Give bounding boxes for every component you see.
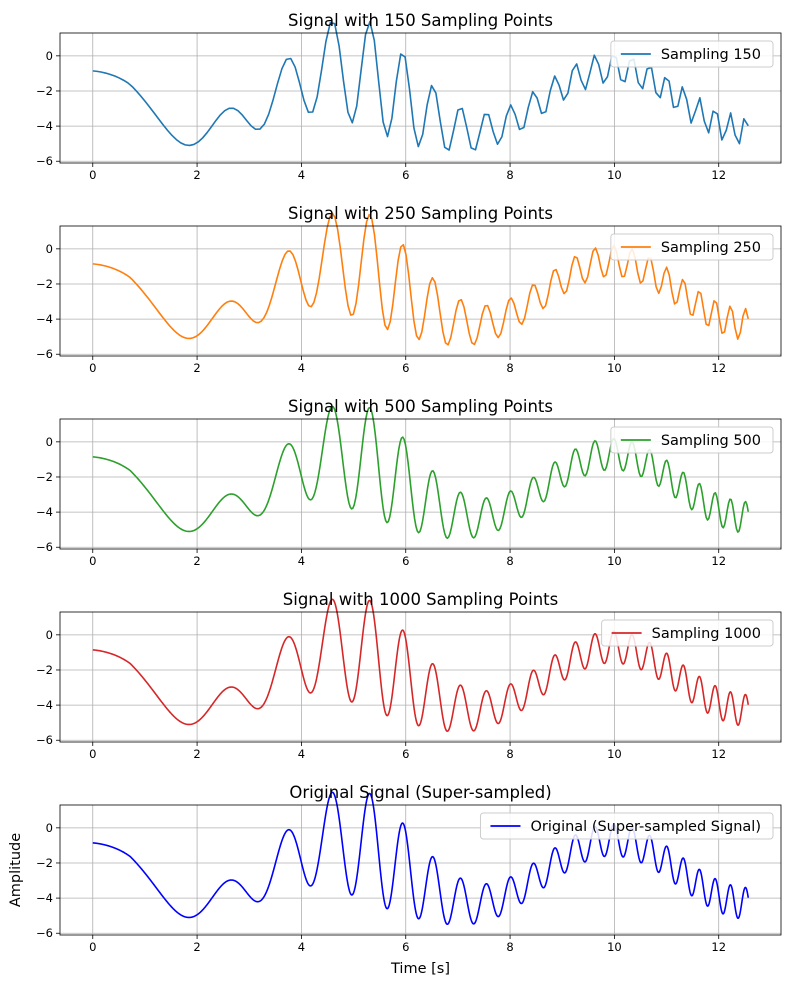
y-tick-label: −2	[36, 856, 53, 870]
y-tick-label: 0	[46, 628, 53, 642]
x-tick-label: 4	[298, 940, 305, 954]
y-tick-label: −2	[36, 470, 53, 484]
x-tick-label: 6	[402, 361, 409, 375]
legend: Sampling 250	[610, 233, 774, 261]
subplot-1: 0 2 4 6 8 10 12 0 −2 −4 −6 Signal with 150 Sampling…	[36, 11, 782, 182]
y-tick-label: 0	[46, 242, 53, 256]
legend: Original (Super-sampled Signal)	[479, 812, 774, 840]
x-tick-label: 2	[193, 168, 200, 182]
x-tick-label: 2	[193, 554, 200, 568]
y-tick-label: −4	[36, 505, 53, 519]
x-tick-label: 10	[607, 747, 622, 761]
axes-frame	[59, 32, 782, 164]
x-tick-label: 6	[402, 940, 409, 954]
series-line	[92, 20, 749, 151]
y-tick-label: −4	[36, 312, 53, 326]
legend-box	[601, 619, 774, 647]
legend-label: Sampling 250	[661, 240, 761, 256]
legend: Sampling 500	[610, 426, 774, 454]
x-tick-label: 8	[506, 361, 513, 375]
y-tick-label: 0	[46, 49, 53, 63]
y-tick-label: −6	[36, 347, 53, 361]
axes-frame	[59, 418, 782, 550]
series-line	[92, 598, 750, 733]
axes-frame	[59, 804, 782, 936]
legend-box	[610, 426, 774, 454]
x-tick-label: 6	[402, 554, 409, 568]
x-tick-label: 8	[506, 940, 513, 954]
legend: Sampling 150	[610, 40, 774, 68]
x-tick-label: 10	[607, 554, 622, 568]
legend: Sampling 1000	[601, 619, 774, 647]
x-tick-label: 8	[506, 168, 513, 182]
legend-label: Sampling 500	[661, 433, 761, 449]
subplot-5: 0 2 4 6 8 10 12 0 −2 −4 −6 Original Signal (Super-s…	[36, 783, 782, 954]
legend-box	[610, 40, 774, 68]
x-tick-label: 4	[298, 168, 305, 182]
y-tick-label: −6	[36, 154, 53, 168]
axes-frame	[59, 611, 782, 743]
y-tick-label: −6	[36, 733, 53, 747]
y-tick-label: −2	[36, 84, 53, 98]
legend-box	[479, 812, 774, 840]
x-tick-label: 0	[89, 747, 96, 761]
x-tick-label: 4	[298, 747, 305, 761]
x-tick-label: 2	[193, 747, 200, 761]
subplot-3: 0 2 4 6 8 10 12 0 −2 −4 −6 Signal with 500 Sampling…	[36, 397, 782, 568]
legend-box	[610, 233, 774, 261]
y-tick-label: −6	[36, 926, 53, 940]
x-tick-label: 12	[711, 361, 726, 375]
series-line	[92, 212, 750, 346]
x-tick-label: 10	[607, 940, 622, 954]
x-tick-label: 4	[298, 361, 305, 375]
subplot-title: Signal with 1000 Sampling Points	[283, 590, 558, 609]
subplot-title: Signal with 250 Sampling Points	[288, 204, 553, 223]
x-tick-label: 6	[402, 747, 409, 761]
x-tick-label: 2	[193, 361, 200, 375]
legend-label: Sampling 1000	[652, 626, 761, 642]
x-tick-label: 4	[298, 554, 305, 568]
y-tick-label: −4	[36, 891, 53, 905]
x-tick-label: 12	[711, 554, 726, 568]
x-tick-label: 6	[402, 168, 409, 182]
subplot-title: Signal with 150 Sampling Points	[288, 11, 553, 30]
x-tick-label: 0	[89, 940, 96, 954]
y-axis-label: Amplitude	[8, 833, 24, 907]
x-tick-label: 8	[506, 554, 513, 568]
y-tick-label: −6	[36, 540, 53, 554]
series-line	[92, 405, 750, 540]
x-tick-label: 2	[193, 940, 200, 954]
y-tick-label: −2	[36, 277, 53, 291]
x-axis-label: Time [s]	[390, 961, 450, 977]
x-tick-label: 12	[711, 747, 726, 761]
subplot-title: Signal with 500 Sampling Points	[288, 397, 553, 416]
y-tick-label: −4	[36, 119, 53, 133]
legend-label: Sampling 150	[661, 47, 761, 63]
subplot-4: 0 2 4 6 8 10 12 0 −2 −4 −6 Signal with 1000 Samplin…	[36, 590, 782, 761]
x-tick-label: 0	[89, 168, 96, 182]
x-tick-label: 0	[89, 361, 96, 375]
x-tick-label: 12	[711, 168, 726, 182]
x-tick-label: 12	[711, 940, 726, 954]
y-tick-label: 0	[46, 435, 53, 449]
series-line	[92, 791, 750, 926]
legend-label: Original (Super-sampled Signal)	[530, 819, 761, 835]
x-tick-label: 8	[506, 747, 513, 761]
y-tick-label: 0	[46, 821, 53, 835]
x-tick-label: 0	[89, 554, 96, 568]
axes-frame	[59, 225, 782, 357]
x-tick-label: 10	[607, 361, 622, 375]
y-tick-label: −2	[36, 663, 53, 677]
subplot-title: Original Signal (Super-sampled)	[289, 783, 551, 802]
x-tick-label: 10	[607, 168, 622, 182]
y-tick-label: −4	[36, 698, 53, 712]
subplot-2: 0 2 4 6 8 10 12 0 −2 −4 −6 Signal with 250 Sampling…	[36, 204, 782, 375]
